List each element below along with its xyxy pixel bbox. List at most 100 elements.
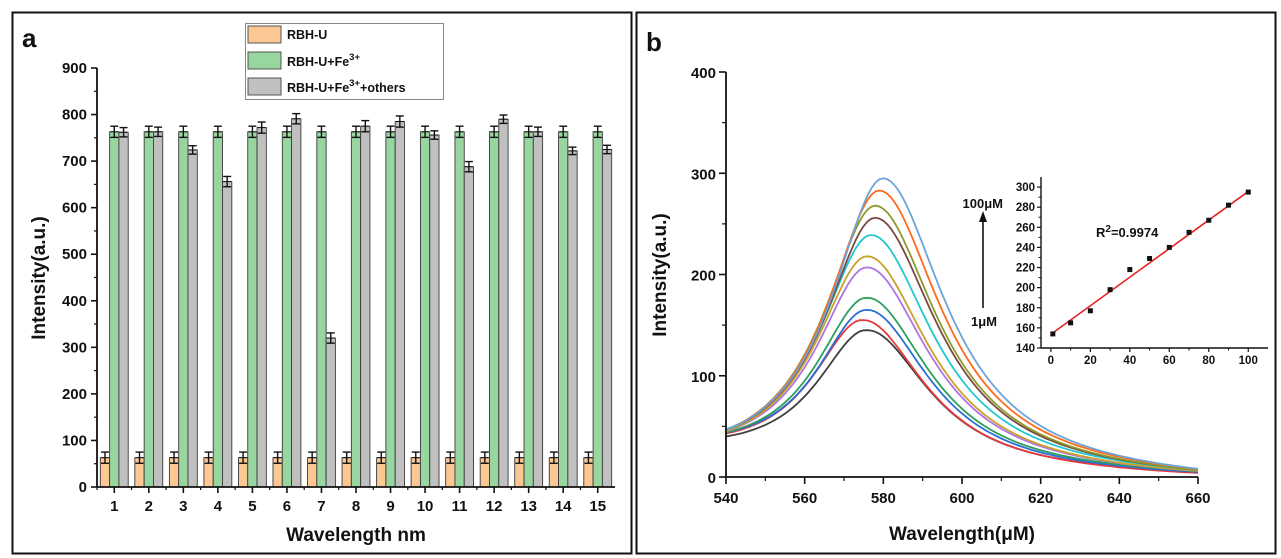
inset-x-tick-label: 60: [1163, 355, 1176, 367]
error-bar: [593, 125, 602, 139]
inset-x-tick-label: 80: [1202, 355, 1215, 367]
inset-y-tick-label: 140: [1016, 343, 1035, 355]
bar-rbh-u-fe-others-8: [360, 125, 371, 488]
error-bar: [110, 125, 119, 139]
bar-rbh-u-fe-others-11: [463, 166, 475, 488]
y-tick-label: 0: [708, 470, 716, 487]
error-bar: [377, 451, 386, 464]
y-tick-label: 400: [62, 293, 87, 310]
spectrum-line-60uM: [725, 234, 1199, 471]
spectrum-line-100uM: [725, 177, 1199, 470]
error-bar: [317, 125, 326, 139]
spectrum-line-20uM: [725, 308, 1199, 473]
x-tick-label: 5: [248, 498, 256, 515]
inset-r-squared: R2=0.9974: [1096, 224, 1159, 240]
error-bar: [524, 125, 533, 139]
error-bar: [395, 115, 404, 128]
error-bar: [352, 125, 360, 139]
inset-y-tick-label: 200: [1016, 283, 1035, 295]
error-bar: [273, 451, 282, 464]
error-bar: [446, 451, 455, 464]
x-tick-label: 15: [589, 498, 606, 515]
bar-rbh-u-fe-6: [281, 131, 293, 488]
x-tick-label: 2: [145, 498, 153, 515]
error-bar: [430, 130, 439, 140]
bar-rbh-u-fe-9: [385, 131, 396, 488]
error-bar: [584, 451, 593, 464]
inset-y-tick-label: 220: [1016, 263, 1035, 275]
panel-a: a 1 2 3 4 5 6 7 8 9 10 11 12 13 14 1501002003004005006…: [22, 23, 615, 546]
x-tick-label: 6: [283, 498, 291, 515]
error-bar: [455, 125, 464, 139]
bar-rbh-u-fe-others-2: [152, 131, 164, 488]
panel-a-axes: 1 2 3 4 5 6 7 8 9 10 11 12 13 14 150100200300400500600…: [62, 60, 615, 515]
error-bar: [119, 126, 128, 138]
inset-data-point: [1186, 229, 1192, 235]
bar-rbh-u-fe-8: [350, 131, 362, 488]
inset-data-point: [1206, 217, 1212, 223]
spectrum-line-70uM: [725, 216, 1199, 471]
bar-rbh-u-fe-12: [489, 131, 500, 488]
panel-a-bars: [99, 112, 613, 488]
inset-data-point: [1087, 308, 1093, 314]
x-tick-label: 9: [386, 498, 394, 515]
bar-rbh-u-fe-4: [212, 131, 223, 488]
error-bar: [326, 332, 335, 344]
bar-rbh-u-fe-3: [178, 131, 189, 488]
x-tick-label: 560: [792, 490, 817, 507]
inset-y-tick-label: 260: [1016, 222, 1035, 234]
panel-b-y-axis-title: Intensity(a.u.): [650, 213, 671, 337]
x-tick-label: 12: [486, 498, 503, 515]
inset-x-tick-label: 40: [1123, 355, 1136, 367]
bar-rbh-u-fe-others-9: [394, 121, 405, 488]
spectrum-line-90uM: [725, 189, 1199, 470]
error-bar: [361, 119, 370, 133]
y-tick-label: 100: [691, 369, 716, 386]
x-tick-label: 10: [417, 498, 434, 515]
inset-calibration-plot: 0 20 40 60 80 100 140 160 180 200 220 240 260 280 300: [1016, 177, 1268, 367]
error-bar: [100, 451, 109, 464]
spectrum-line-50uM: [725, 255, 1199, 472]
inset-y-tick-label: 240: [1016, 242, 1035, 254]
bar-rbh-u-fe-others-4: [222, 181, 233, 488]
bar-rbh-u-fe-15: [592, 131, 603, 488]
panel-b-frame: [635, 11, 1277, 555]
error-bar: [170, 451, 179, 464]
y-tick-label: 500: [62, 246, 87, 263]
legend-label-rbh-u-fe-others: RBH-U+Fe3++others: [287, 78, 406, 95]
error-bar: [603, 144, 612, 155]
inset-data-point: [1068, 320, 1074, 326]
bar-rbh-u-fe-others-14: [567, 150, 578, 488]
annotation-100uM: 100μM: [963, 196, 1003, 211]
bar-rbh-u-fe-11: [454, 131, 465, 488]
panel-b-lines: [725, 177, 1199, 474]
error-bar: [533, 126, 542, 138]
bar-rbh-u-fe-1: [109, 131, 120, 488]
error-bar: [499, 114, 508, 125]
inset-fit-line: [1052, 189, 1251, 334]
y-tick-label: 200: [62, 386, 87, 403]
bar-rbh-u-fe-10: [419, 131, 431, 488]
inset-x-tick-label: 20: [1084, 355, 1097, 367]
error-bar: [568, 146, 577, 156]
bar-rbh-u-fe-others-5: [256, 127, 267, 488]
bar-rbh-u-fe-others-7: [325, 337, 336, 488]
bar-rbh-u-fe-others-15: [601, 149, 613, 488]
x-tick-label: 3: [179, 498, 187, 515]
error-bar: [342, 451, 351, 464]
annotation-1uM: 1μM: [971, 314, 997, 329]
error-bar: [223, 175, 232, 188]
x-tick-label: 13: [520, 498, 537, 515]
x-tick-label: 4: [214, 498, 223, 515]
inset-data-point: [1107, 287, 1113, 293]
x-tick-label: 14: [555, 498, 572, 515]
panel-a-x-axis-title: Wavelength nm: [286, 525, 426, 546]
error-bar: [135, 451, 144, 464]
bar-rbh-u-fe-others-1: [118, 131, 129, 488]
spectrum-line-30uM: [725, 296, 1199, 472]
panel-a-frame: [11, 11, 633, 555]
concentration-arrow: [979, 211, 987, 308]
y-tick-label: 600: [62, 200, 87, 217]
